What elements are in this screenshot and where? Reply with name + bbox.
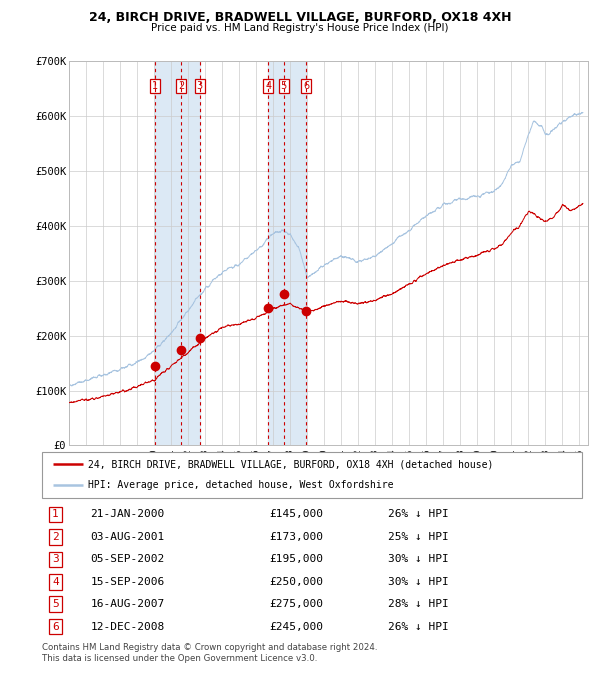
Text: 26% ↓ HPI: 26% ↓ HPI [388, 509, 448, 520]
Text: £195,000: £195,000 [269, 554, 323, 564]
Text: 28% ↓ HPI: 28% ↓ HPI [388, 599, 448, 609]
Text: 4: 4 [52, 577, 59, 587]
Text: 6: 6 [304, 81, 310, 91]
Text: £145,000: £145,000 [269, 509, 323, 520]
Text: 4: 4 [265, 81, 271, 91]
FancyBboxPatch shape [42, 452, 582, 498]
Text: £250,000: £250,000 [269, 577, 323, 587]
Text: 3: 3 [197, 81, 203, 91]
Text: 25% ↓ HPI: 25% ↓ HPI [388, 532, 448, 542]
Text: £275,000: £275,000 [269, 599, 323, 609]
Text: 30% ↓ HPI: 30% ↓ HPI [388, 577, 448, 587]
Text: This data is licensed under the Open Government Licence v3.0.: This data is licensed under the Open Gov… [42, 654, 317, 663]
Text: 1: 1 [52, 509, 59, 520]
Bar [155, 61, 200, 445]
Text: £245,000: £245,000 [269, 622, 323, 632]
Text: 30% ↓ HPI: 30% ↓ HPI [388, 554, 448, 564]
Text: HPI: Average price, detached house, West Oxfordshire: HPI: Average price, detached house, West… [88, 480, 394, 490]
Text: 24, BIRCH DRIVE, BRADWELL VILLAGE, BURFORD, OX18 4XH: 24, BIRCH DRIVE, BRADWELL VILLAGE, BURFO… [89, 11, 511, 24]
Text: Price paid vs. HM Land Registry's House Price Index (HPI): Price paid vs. HM Land Registry's House … [151, 23, 449, 33]
Text: 3: 3 [52, 554, 59, 564]
Text: 1: 1 [152, 81, 158, 91]
Text: Contains HM Land Registry data © Crown copyright and database right 2024.: Contains HM Land Registry data © Crown c… [42, 643, 377, 651]
Text: 26% ↓ HPI: 26% ↓ HPI [388, 622, 448, 632]
Text: 12-DEC-2008: 12-DEC-2008 [91, 622, 165, 632]
Text: 2: 2 [52, 532, 59, 542]
Bar [268, 61, 307, 445]
Text: 5: 5 [52, 599, 59, 609]
Text: 21-JAN-2000: 21-JAN-2000 [91, 509, 165, 520]
Text: £173,000: £173,000 [269, 532, 323, 542]
Text: 6: 6 [52, 622, 59, 632]
Text: 5: 5 [281, 81, 287, 91]
Text: 24, BIRCH DRIVE, BRADWELL VILLAGE, BURFORD, OX18 4XH (detached house): 24, BIRCH DRIVE, BRADWELL VILLAGE, BURFO… [88, 459, 493, 469]
Text: 2: 2 [178, 81, 184, 91]
Text: 03-AUG-2001: 03-AUG-2001 [91, 532, 165, 542]
Text: 15-SEP-2006: 15-SEP-2006 [91, 577, 165, 587]
Text: 16-AUG-2007: 16-AUG-2007 [91, 599, 165, 609]
Text: 05-SEP-2002: 05-SEP-2002 [91, 554, 165, 564]
